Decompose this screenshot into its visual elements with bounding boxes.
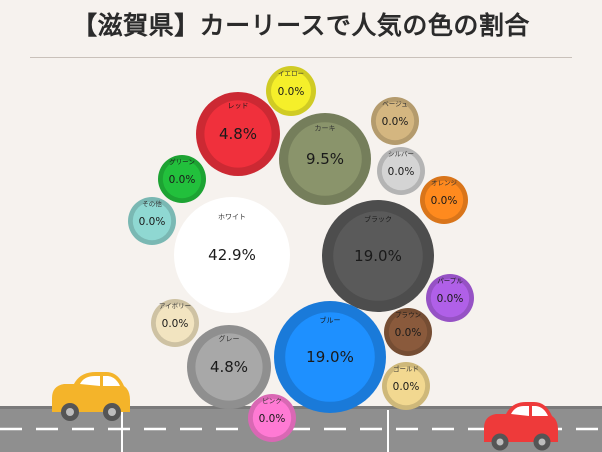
bubble-5: グレー 4.8%: [187, 325, 271, 409]
bubble-value-label: 0.0%: [382, 116, 409, 128]
bubble-category-label: ピンク: [262, 397, 282, 405]
bubble-category-label: レッド: [228, 102, 249, 110]
bubble-value-label: 0.0%: [278, 86, 305, 98]
bubble-8: シルバー 0.0%: [377, 147, 425, 195]
bubble-16: ピンク 0.0%: [248, 394, 296, 442]
bubble-category-label: シルバー: [388, 150, 414, 158]
bubble-inner-4: [204, 100, 272, 168]
bubble-inner-3: [288, 122, 362, 196]
bubble-category-label: アイボリー: [159, 302, 191, 310]
bubble-inner-5: [195, 333, 263, 401]
bubble-6: イエロー 0.0%: [266, 66, 316, 116]
bubble-9: オレンジ 0.0%: [420, 176, 468, 224]
bubble-value-label: 0.0%: [162, 318, 189, 330]
bubble-value-label: 19.0%: [354, 247, 402, 265]
bubble-10: グリーン 0.0%: [158, 155, 206, 203]
red-car-icon: [484, 402, 558, 451]
bubble-category-label: ベージュ: [382, 100, 407, 108]
bubble-category-label: ホワイト: [218, 213, 246, 221]
bubble-inner-9: [424, 180, 464, 220]
bubble-category-label: イエロー: [278, 70, 304, 78]
bubble-category-label: オレンジ: [431, 179, 458, 187]
bubble-category-label: その他: [142, 199, 162, 208]
bubble-category-label: ブラウン: [395, 310, 421, 319]
bubble-inner-16: [252, 398, 292, 438]
bubble-value-label: 9.5%: [306, 150, 344, 168]
bubble-value-label: 0.0%: [393, 381, 420, 393]
bubble-value-label: 0.0%: [437, 293, 464, 305]
bubble-inner-13: [388, 312, 428, 352]
bubble-inner-8: [381, 151, 421, 191]
bubble-inner-1: [333, 211, 423, 301]
bubble-7: ベージュ 0.0%: [371, 97, 419, 145]
bubble-1: ブラック 19.0%: [322, 200, 434, 312]
bubble-value-label: 0.0%: [431, 195, 458, 207]
bubble-value-label: 0.0%: [139, 216, 166, 228]
bubble-12: パープル 0.0%: [426, 274, 474, 322]
bubble-11: その他 0.0%: [128, 197, 176, 245]
bubble-category-label: ゴールド: [393, 364, 419, 373]
bubble-value-label: 0.0%: [169, 174, 196, 186]
yellow-car-icon: [52, 372, 130, 421]
bubble-value-label: 4.8%: [219, 125, 257, 143]
bubble-inner-6: [271, 71, 311, 111]
bubble-inner-7: [375, 101, 415, 141]
bubble-15: ゴールド 0.0%: [382, 362, 430, 410]
bubble-category-label: ブラック: [364, 214, 392, 223]
bubble-4: レッド 4.8%: [196, 92, 280, 176]
bubble-category-label: グリーン: [169, 157, 195, 166]
bubble-inner-12: [430, 278, 470, 318]
chart-title: 【滋賀県】カーリースで人気の色の割合: [72, 11, 530, 40]
bubble-category-label: ブルー: [320, 315, 341, 324]
bubble-14: アイボリー 0.0%: [151, 299, 199, 347]
bubble-inner-14: [155, 303, 195, 343]
bubble-value-label: 19.0%: [306, 348, 354, 366]
bubble-3: カーキ 9.5%: [279, 113, 371, 205]
bubble-2: ブルー 19.0%: [274, 301, 386, 413]
bubble-category-label: グレー: [219, 334, 240, 343]
bubble-inner-10: [162, 159, 202, 199]
bubble-13: ブラウン 0.0%: [384, 308, 432, 356]
bubble-inner-15: [386, 366, 426, 406]
title-divider: [30, 57, 572, 58]
bubble-value-label: 0.0%: [395, 327, 422, 339]
bubble-value-label: 4.8%: [210, 358, 248, 376]
bubble-value-label: 0.0%: [388, 166, 415, 178]
bubble-value-label: 42.9%: [208, 246, 256, 264]
bubble-outer-0: [174, 197, 290, 313]
bubble-inner-11: [132, 201, 172, 241]
bubble-category-label: パープル: [437, 277, 463, 285]
bubble-0: ホワイト 42.9%: [174, 197, 290, 313]
bubble-value-label: 0.0%: [259, 413, 286, 425]
bubble-category-label: カーキ: [315, 124, 336, 132]
bubble-inner-2: [285, 312, 375, 402]
bubbles: ホワイト 42.9% ブラック 19.0% ブルー 19.0% カーキ 9.5% レッド 4.8%…: [128, 66, 474, 442]
